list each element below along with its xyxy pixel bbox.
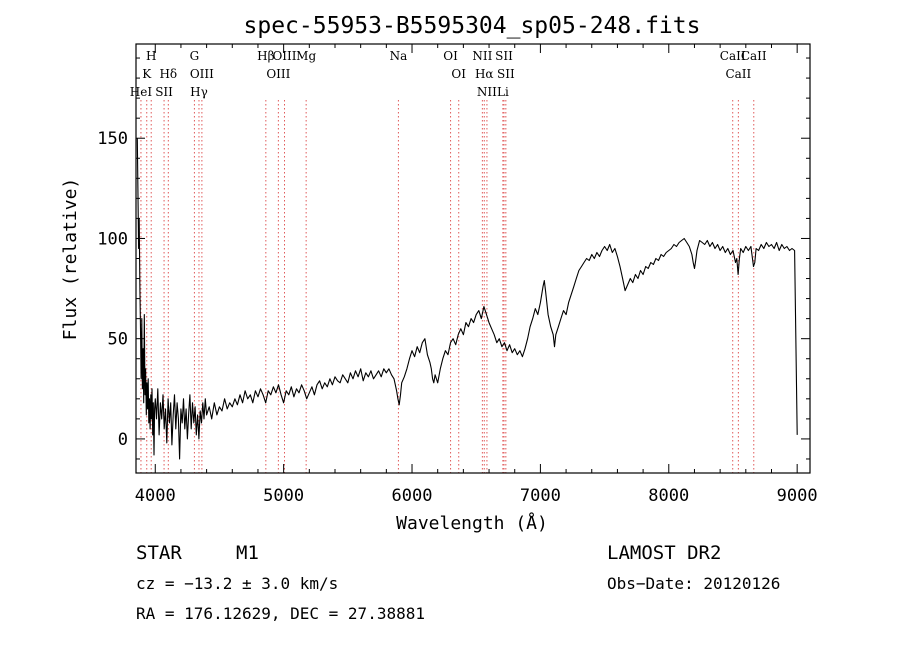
x-tick-label-1: 5000: [263, 486, 304, 506]
marker-label-3: Hδ: [159, 67, 177, 81]
y-tick-label-0: 0: [118, 430, 128, 450]
x-tick-label-0: 4000: [135, 486, 176, 506]
y-axis-label: Flux (relative): [60, 178, 81, 341]
marker-label-18: SII: [495, 49, 513, 63]
marker-label-5: G: [190, 49, 200, 63]
chart-title: spec-55953-B5595304_sp05-248.fits: [244, 13, 701, 39]
marker-label-17: NII: [477, 85, 497, 99]
object-class: STAR: [136, 542, 182, 564]
x-tick-label-3: 7000: [520, 486, 561, 506]
plot-frame: [135, 43, 811, 474]
marker-label-16: Hα: [475, 67, 494, 81]
x-tick-label-2: 6000: [392, 486, 433, 506]
marker-label-10: OIII: [272, 49, 296, 63]
marker-label-11: Mg: [296, 49, 316, 63]
marker-label-0: H: [146, 49, 156, 63]
marker-label-12: Na: [390, 49, 408, 63]
marker-label-22: CaII: [725, 67, 751, 81]
x-axis-label: Wavelength (Å): [396, 512, 548, 534]
y-tick-label-1: 50: [108, 330, 128, 350]
marker-label-2: HeI: [130, 85, 153, 99]
y-tick-label-2: 100: [97, 229, 128, 249]
marker-label-7: Hγ: [190, 85, 208, 99]
spectrum-series-line: [136, 138, 798, 460]
marker-label-20: Li: [497, 85, 509, 99]
x-tick-label-4: 8000: [648, 486, 689, 506]
survey-name: LAMOST DR2: [607, 542, 721, 564]
y-tick-label-3: 150: [97, 129, 128, 149]
marker-label-23: CaII: [741, 49, 767, 63]
marker-label-19: SII: [497, 67, 515, 81]
marker-label-6: OIII: [190, 67, 214, 81]
marker-label-4: SII: [155, 85, 173, 99]
marker-label-21: CaII: [720, 49, 746, 63]
marker-label-15: NII: [472, 49, 492, 63]
ra-dec: RA = 176.12629, DEC = 27.38881: [136, 604, 425, 623]
x-tick-label-5: 9000: [777, 486, 818, 506]
marker-label-8: Hβ: [257, 49, 274, 63]
marker-label-14: OI: [451, 67, 466, 81]
marker-label-1: K: [142, 67, 152, 81]
object-subclass: M1: [236, 542, 259, 564]
axis-ticks: 4000 5000 6000 7000 8000 9000 0 50 100 150: [97, 44, 818, 506]
redshift-cz: cz = −13.2 ± 3.0 km/s: [136, 574, 338, 593]
marker-label-13: OI: [443, 49, 458, 63]
obs-date: Obs−Date: 20120126: [607, 574, 780, 593]
marker-label-9: OIII: [266, 67, 290, 81]
